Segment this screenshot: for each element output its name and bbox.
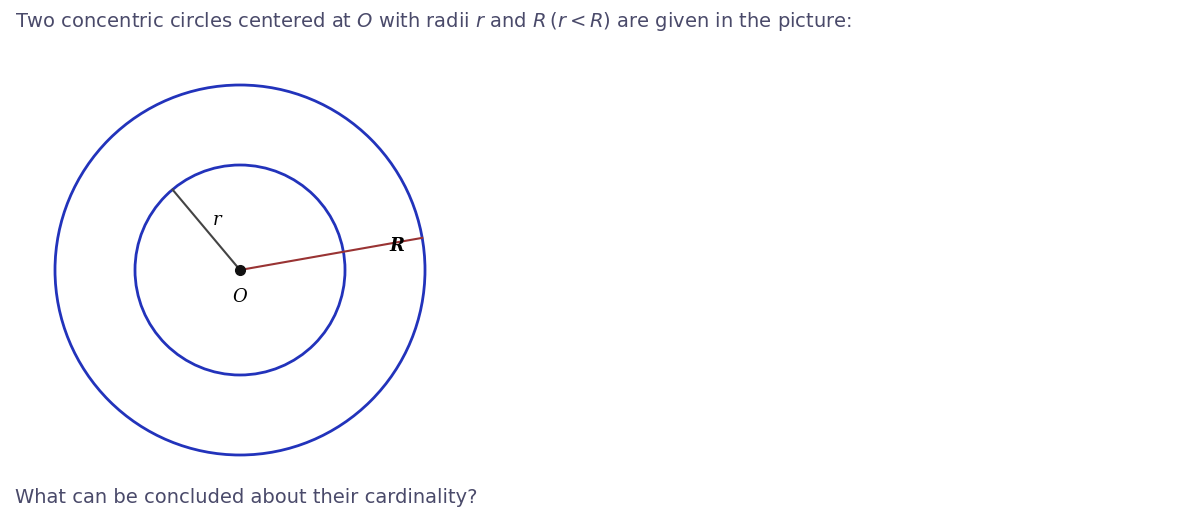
Text: Two concentric circles centered at $O$ with radii $r$ and $R$ ($r < R$) are give: Two concentric circles centered at $O$ w… (14, 10, 852, 33)
Text: O: O (233, 288, 247, 306)
Text: r: r (212, 211, 221, 229)
Text: R: R (389, 237, 404, 255)
Text: What can be concluded about their cardinality?: What can be concluded about their cardin… (14, 488, 478, 507)
